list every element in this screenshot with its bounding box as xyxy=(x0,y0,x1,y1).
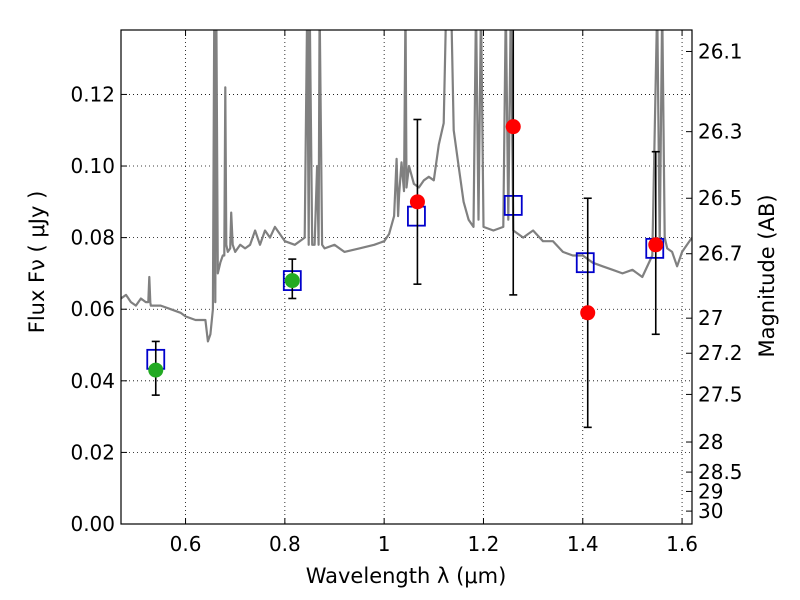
x-tick-label: 0.8 xyxy=(269,532,301,556)
x-tick-label: 1.4 xyxy=(567,532,599,556)
photometry-square xyxy=(575,252,595,274)
error-bars xyxy=(148,30,664,429)
axis-ticks: 0.6 0.8 1 1.2 1.4 1.6 0.00 0.02 0.04 0.06 0.08 0.10… xyxy=(70,30,743,556)
y-tick-label: 0.04 xyxy=(70,369,115,393)
y-tick-label: 0.10 xyxy=(70,154,115,178)
y2-tick-label: 27.5 xyxy=(698,382,743,406)
plot-frame xyxy=(120,29,693,525)
x-tick-label: 1.2 xyxy=(468,532,500,556)
y2-tick-label: 28 xyxy=(698,430,723,454)
y2-axis-title: Magnitude (AB) xyxy=(755,194,779,357)
y-tick-label: 0.08 xyxy=(70,226,115,250)
x-tick-label: 1.6 xyxy=(666,532,698,556)
y-axis-title: Flux Fν ( μJy ) xyxy=(25,191,49,334)
y2-tick-label: 27.2 xyxy=(698,341,743,365)
y2-tick-label: 27 xyxy=(698,306,723,330)
x-tick-label: 0.6 xyxy=(170,532,202,556)
y-tick-label: 0.00 xyxy=(70,512,115,536)
y2-tick-label: 26.5 xyxy=(698,186,743,210)
x-axis-title: Wavelength λ (μm) xyxy=(306,564,507,588)
observed-point xyxy=(148,362,164,378)
observed-point xyxy=(505,119,521,135)
y-tick-label: 0.02 xyxy=(70,440,115,464)
y2-tick-label: 26.1 xyxy=(698,39,743,63)
y-tick-label: 0.12 xyxy=(70,82,115,106)
y2-tick-label: 29 xyxy=(698,479,723,503)
y2-tick-label: 26.3 xyxy=(698,120,743,144)
observed-point xyxy=(648,237,664,253)
y2-tick-label: 28.5 xyxy=(698,460,743,484)
observed-point xyxy=(580,305,596,321)
observed-point xyxy=(409,194,425,210)
observed-point xyxy=(284,273,300,289)
y-tick-label: 0.06 xyxy=(70,297,115,321)
spectrum-line xyxy=(121,30,692,343)
y2-tick-label: 26.7 xyxy=(698,242,743,266)
y2-tick-label: 30 xyxy=(698,499,723,523)
x-tick-label: 1 xyxy=(378,532,391,556)
